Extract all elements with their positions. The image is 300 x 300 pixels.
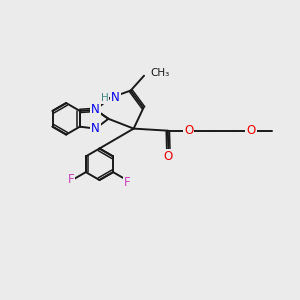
Text: O: O <box>164 150 173 163</box>
Text: O: O <box>246 124 256 137</box>
Text: F: F <box>124 176 130 189</box>
Text: O: O <box>184 124 193 137</box>
Text: N: N <box>111 92 120 104</box>
Text: H: H <box>100 93 108 103</box>
Text: F: F <box>68 173 74 186</box>
Text: N: N <box>91 122 100 135</box>
Text: CH₃: CH₃ <box>151 68 170 78</box>
Text: N: N <box>91 103 100 116</box>
